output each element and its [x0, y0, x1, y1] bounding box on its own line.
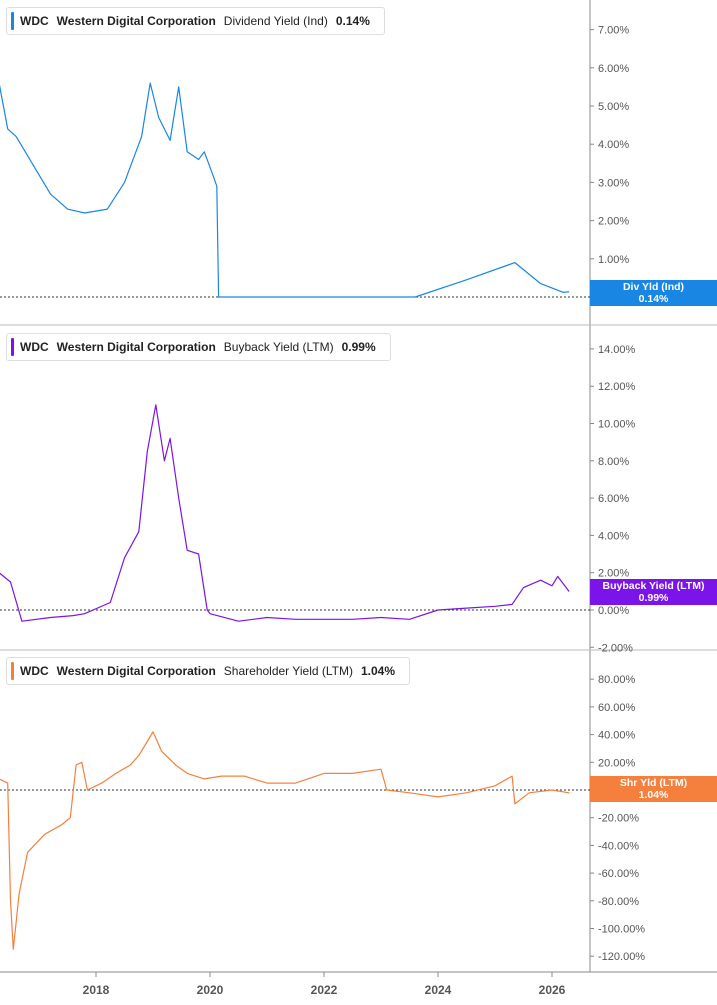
badge-value: 0.14%: [638, 293, 669, 305]
series-line: [0, 731, 570, 950]
y-tick-label: 4.00%: [598, 139, 629, 151]
legend-metric: Buyback Yield (LTM): [223, 340, 334, 354]
y-tick-label: 0.00%: [598, 605, 629, 617]
y-tick-label: -60.00%: [598, 868, 639, 880]
y-tick-label: -2.00%: [598, 642, 633, 654]
y-tick-label: 7.00%: [598, 25, 629, 37]
last-value-badge-shareholder: Shr Yld (LTM) 1.04%: [590, 776, 717, 802]
y-tick-label: 2.00%: [598, 216, 629, 228]
last-value-badge-buyback: Buyback Yield (LTM) 0.99%: [590, 579, 717, 605]
y-tick-label: 3.00%: [598, 177, 629, 189]
legend-metric: Shareholder Yield (LTM): [223, 664, 353, 678]
badge-label: Buyback Yield (LTM): [602, 580, 705, 592]
y-tick-label: 80.00%: [598, 674, 636, 686]
legend-ticker: WDC: [20, 14, 49, 28]
badge-label: Shr Yld (LTM): [619, 777, 688, 789]
x-tick-label: 2026: [539, 983, 566, 997]
legend-company: Western Digital Corporation: [56, 340, 216, 354]
legend-shareholder-yield: WDC Western Digital Corporation Sharehol…: [6, 657, 410, 685]
y-tick-label: -80.00%: [598, 896, 639, 908]
series-line: [0, 404, 570, 622]
y-tick-label: 14.00%: [598, 344, 636, 356]
badge-label: Div Yld (Ind): [622, 281, 685, 293]
legend-metric: Dividend Yield (Ind): [223, 14, 328, 28]
legend-color-swatch: [11, 662, 14, 680]
y-tick-label: 2.00%: [598, 568, 629, 580]
legend-ticker: WDC: [20, 664, 49, 678]
legend-color-swatch: [11, 12, 14, 30]
x-tick-label: 2022: [311, 983, 338, 997]
x-tick-label: 2020: [197, 983, 224, 997]
y-tick-label: 60.00%: [598, 702, 636, 714]
y-tick-label: -100.00%: [598, 924, 645, 936]
legend-dividend-yield: WDC Western Digital Corporation Dividend…: [6, 7, 385, 35]
y-tick-label: 1.00%: [598, 254, 629, 266]
x-tick-label: 2018: [83, 983, 110, 997]
y-tick-label: 6.00%: [598, 493, 629, 505]
series-line: [0, 82, 570, 298]
legend-value: 0.14%: [335, 14, 370, 28]
y-tick-label: 12.00%: [598, 381, 636, 393]
x-tick-label: 2024: [425, 983, 452, 997]
y-tick-label: -40.00%: [598, 840, 639, 852]
legend-value: 1.04%: [360, 664, 395, 678]
y-tick-label: 6.00%: [598, 63, 629, 75]
legend-company: Western Digital Corporation: [56, 664, 216, 678]
y-tick-label: 4.00%: [598, 530, 629, 542]
badge-value: 1.04%: [638, 789, 669, 801]
y-tick-label: 40.00%: [598, 730, 636, 742]
y-tick-label: 8.00%: [598, 456, 629, 468]
y-tick-label: -120.00%: [598, 951, 645, 963]
y-tick-label: -20.00%: [598, 813, 639, 825]
last-value-badge-dividend: Div Yld (Ind) 0.14%: [590, 280, 717, 306]
legend-color-swatch: [11, 338, 14, 356]
y-tick-label: 20.00%: [598, 757, 636, 769]
badge-value: 0.99%: [638, 592, 669, 604]
legend-ticker: WDC: [20, 340, 49, 354]
legend-company: Western Digital Corporation: [56, 14, 216, 28]
legend-value: 0.99%: [341, 340, 376, 354]
y-tick-label: 10.00%: [598, 419, 636, 431]
legend-buyback-yield: WDC Western Digital Corporation Buyback …: [6, 333, 391, 361]
y-tick-label: 5.00%: [598, 101, 629, 113]
